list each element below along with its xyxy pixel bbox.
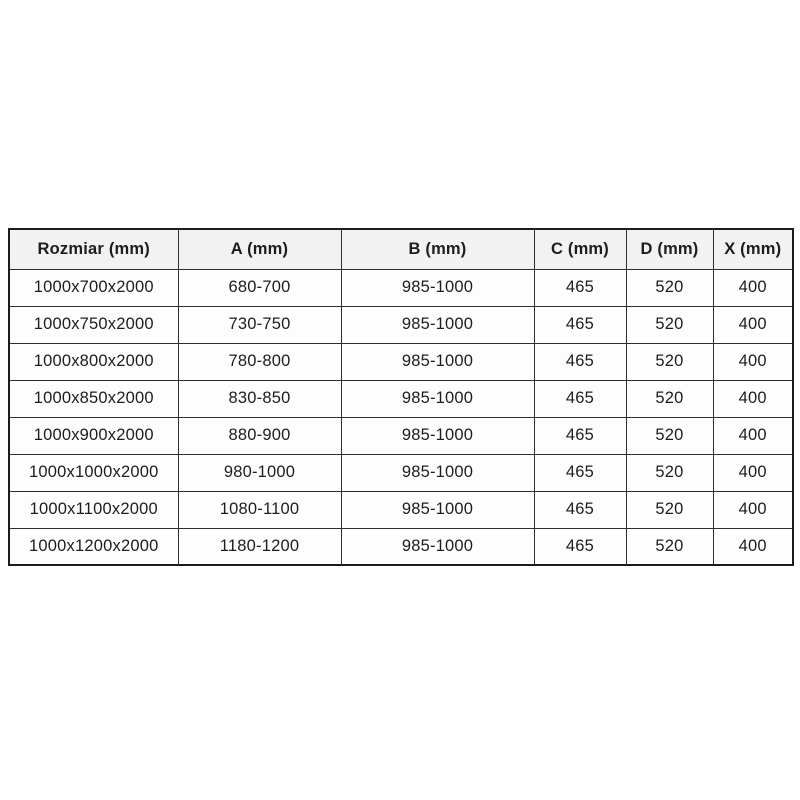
- table-cell: 400: [712, 342, 794, 381]
- table-cell: 520: [625, 379, 714, 418]
- table-cell: 400: [712, 527, 794, 566]
- table-cell: 520: [625, 490, 714, 529]
- table-cell: 985-1000: [340, 416, 535, 455]
- table-cell: 880-900: [177, 416, 342, 455]
- table-cell: 465: [533, 416, 627, 455]
- table-cell: 520: [625, 527, 714, 566]
- table-cell: 780-800: [177, 342, 342, 381]
- table-cell: 520: [625, 416, 714, 455]
- column-header-2: B (mm): [340, 228, 535, 270]
- table-cell: 465: [533, 379, 627, 418]
- column-header-5: X (mm): [712, 228, 794, 270]
- table-row: 1000x700x2000 680-700 985-1000 465 520 400: [8, 268, 794, 307]
- table-cell: 730-750: [177, 305, 342, 344]
- table-cell: 985-1000: [340, 342, 535, 381]
- table-row: 1000x800x2000 780-800 985-1000 465 520 400: [8, 342, 794, 381]
- table-cell: 1000x850x2000: [8, 379, 179, 418]
- size-specification-table: Rozmiar (mm) A (mm) B (mm) C (mm) D (mm) X (m…: [8, 228, 794, 566]
- table-row: 1000x1100x2000 1080-1100 985-1000 465 520 400: [8, 490, 794, 529]
- table-cell: 520: [625, 453, 714, 492]
- table-cell: 980-1000: [177, 453, 342, 492]
- table-cell: 1000x700x2000: [8, 268, 179, 307]
- table-cell: 680-700: [177, 268, 342, 307]
- column-header-3: C (mm): [533, 228, 627, 270]
- table-cell: 520: [625, 342, 714, 381]
- table-cell: 1000x1000x2000: [8, 453, 179, 492]
- table-cell: 1000x900x2000: [8, 416, 179, 455]
- column-header-1: A (mm): [177, 228, 342, 270]
- table-cell: 400: [712, 416, 794, 455]
- table-cell: 400: [712, 490, 794, 529]
- table-row: 1000x1200x2000 1180-1200 985-1000 465 520 400: [8, 527, 794, 566]
- table-cell: 985-1000: [340, 453, 535, 492]
- table-cell: 520: [625, 268, 714, 307]
- table-cell: 400: [712, 379, 794, 418]
- table-cell: 985-1000: [340, 305, 535, 344]
- table-cell: 985-1000: [340, 527, 535, 566]
- table-cell: 830-850: [177, 379, 342, 418]
- table-cell: 1180-1200: [177, 527, 342, 566]
- table-row: 1000x750x2000 730-750 985-1000 465 520 400: [8, 305, 794, 344]
- table-cell: 465: [533, 268, 627, 307]
- table-cell: 465: [533, 305, 627, 344]
- table-cell: 985-1000: [340, 490, 535, 529]
- table-cell: 465: [533, 342, 627, 381]
- table-cell: 400: [712, 268, 794, 307]
- column-header-0: Rozmiar (mm): [8, 228, 179, 270]
- table-row: 1000x850x2000 830-850 985-1000 465 520 400: [8, 379, 794, 418]
- size-table-container: Rozmiar (mm) A (mm) B (mm) C (mm) D (mm) X (m…: [8, 228, 794, 566]
- table-cell: 465: [533, 527, 627, 566]
- table-cell: 985-1000: [340, 379, 535, 418]
- table-cell: 520: [625, 305, 714, 344]
- table-cell: 1000x1100x2000: [8, 490, 179, 529]
- table-row: 1000x1000x2000 980-1000 985-1000 465 520 400: [8, 453, 794, 492]
- table-row: 1000x900x2000 880-900 985-1000 465 520 400: [8, 416, 794, 455]
- table-cell: 400: [712, 305, 794, 344]
- table-cell: 1000x800x2000: [8, 342, 179, 381]
- table-header-row: Rozmiar (mm) A (mm) B (mm) C (mm) D (mm) X (m…: [8, 228, 794, 270]
- table-cell: 465: [533, 453, 627, 492]
- table-cell: 1080-1100: [177, 490, 342, 529]
- table-cell: 1000x1200x2000: [8, 527, 179, 566]
- column-header-4: D (mm): [625, 228, 714, 270]
- table-cell: 465: [533, 490, 627, 529]
- table-cell: 1000x750x2000: [8, 305, 179, 344]
- table-cell: 985-1000: [340, 268, 535, 307]
- table-cell: 400: [712, 453, 794, 492]
